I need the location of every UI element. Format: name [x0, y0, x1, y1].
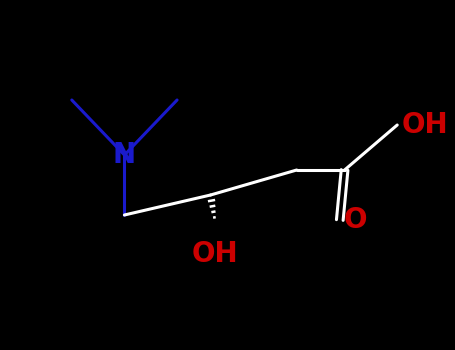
Text: OH: OH — [192, 240, 239, 268]
Text: O: O — [344, 206, 367, 234]
Text: OH: OH — [402, 111, 449, 139]
Text: N: N — [113, 141, 136, 169]
